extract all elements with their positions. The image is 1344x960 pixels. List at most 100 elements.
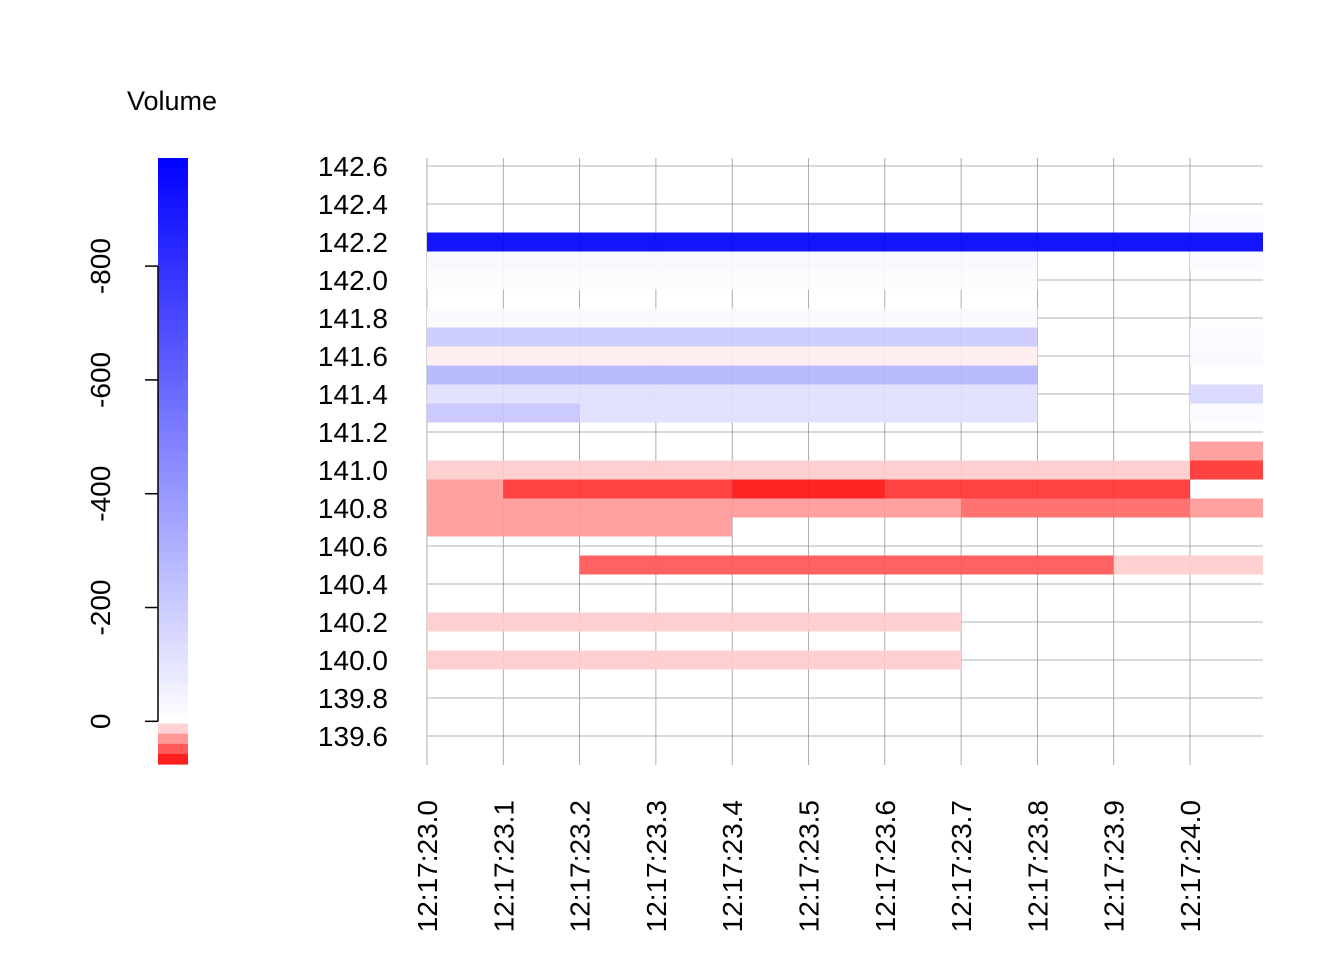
y-tick-label: 141.4 — [318, 379, 388, 410]
heatmap-cell — [1190, 251, 1263, 271]
legend-swatch — [158, 521, 188, 533]
legend-tick-label: -800 — [85, 238, 116, 294]
heatmap-cell — [1190, 460, 1263, 480]
legend-swatch — [158, 551, 188, 563]
heatmap-cell — [1190, 327, 1263, 347]
y-tick-label: 142.4 — [318, 189, 388, 220]
y-tick-label: 141.0 — [318, 455, 388, 486]
legend-swatch — [158, 572, 188, 583]
legend-swatch — [158, 178, 188, 189]
heatmap-cell — [427, 384, 1038, 404]
y-tick-label: 139.8 — [318, 683, 388, 714]
legend-swatch — [158, 733, 188, 745]
heatmap-cell — [427, 308, 1038, 328]
legend-swatch — [158, 541, 188, 553]
legend-axis: -800 -600 -400 -200 0 — [85, 238, 159, 730]
heatmap-cell — [427, 403, 580, 423]
legend-swatch — [158, 208, 188, 220]
heatmap-cell — [427, 650, 962, 670]
x-tick-label: 12:17:23.7 — [946, 800, 977, 932]
x-tick-label: 12:17:23.9 — [1099, 800, 1130, 932]
heatmap-cell — [1113, 555, 1263, 575]
legend-swatch — [158, 481, 188, 492]
heatmap-cell — [884, 479, 1190, 499]
heatmap-cell — [1190, 213, 1263, 233]
heatmap-cell — [427, 232, 1263, 252]
heatmap-cell — [427, 327, 1038, 347]
heatmap-cell — [427, 346, 1038, 366]
legend-swatch — [158, 612, 188, 624]
legend-color-bar — [158, 158, 188, 765]
heatmap-cell — [427, 460, 1190, 480]
legend-swatch — [158, 531, 188, 543]
legend-swatch — [158, 592, 188, 603]
y-tick-label: 142.6 — [318, 151, 388, 182]
legend-swatch — [158, 339, 188, 351]
heatmap-cell — [1190, 498, 1263, 518]
y-axis-tick-labels: 142.6 142.4 142.2 142.0 141.8 141.6 141.4 141.2… — [318, 151, 388, 752]
legend-swatch — [158, 602, 188, 614]
heatmap-cell — [1190, 384, 1263, 404]
legend-swatch — [158, 158, 188, 169]
legend-swatch — [158, 370, 188, 381]
legend-swatch — [158, 279, 188, 290]
legend-swatch — [158, 349, 188, 361]
x-tick-label: 12:17:23.5 — [794, 800, 825, 932]
legend-swatch — [158, 168, 188, 179]
x-tick-label: 12:17:23.3 — [641, 800, 672, 932]
x-tick-label: 12:17:23.0 — [412, 800, 443, 932]
heatmap-cell — [427, 479, 504, 499]
legend-title: Volume — [127, 86, 217, 116]
legend-swatch — [158, 420, 188, 432]
legend-swatch — [158, 218, 188, 230]
y-tick-label: 139.6 — [318, 721, 388, 752]
legend-swatch — [158, 743, 188, 755]
x-tick-label: 12:17:23.1 — [488, 800, 519, 932]
legend-swatch — [158, 248, 188, 260]
y-tick-label: 142.2 — [318, 227, 388, 258]
legend-swatch — [158, 440, 188, 452]
legend-swatch — [158, 471, 188, 482]
legend-swatch — [158, 632, 188, 644]
legend-swatch — [158, 461, 188, 472]
legend-swatch — [158, 663, 188, 674]
y-tick-label: 142.0 — [318, 265, 388, 296]
heatmap-cell — [1190, 346, 1263, 366]
legend-swatch — [158, 390, 188, 401]
x-tick-label: 12:17:23.6 — [870, 800, 901, 932]
y-tick-label: 140.6 — [318, 531, 388, 562]
y-tick-label: 140.4 — [318, 569, 388, 600]
legend-tick-label: 0 — [85, 714, 116, 730]
legend-swatch — [158, 238, 188, 250]
x-tick-label: 12:17:23.8 — [1022, 800, 1053, 932]
heatmap-cells — [427, 213, 1263, 670]
legend-swatch — [158, 723, 188, 735]
x-axis-tick-labels: 12:17:23.0 12:17:23.1 12:17:23.2 12:17:23.3… — [412, 800, 1206, 932]
heatmap-cell — [732, 479, 885, 499]
legend-swatch — [158, 753, 188, 765]
legend-swatch — [158, 400, 188, 412]
legend-swatch — [158, 269, 188, 280]
legend-swatch — [158, 673, 188, 684]
legend-swatch — [158, 309, 188, 321]
heatmap-cell — [732, 498, 962, 518]
legend-swatch — [158, 683, 188, 694]
legend-swatch — [158, 299, 188, 311]
x-tick-label: 12:17:24.0 — [1175, 800, 1206, 932]
legend-swatch — [158, 319, 188, 331]
legend-swatch — [158, 511, 188, 523]
legend-tick-label: -400 — [85, 466, 116, 522]
legend-swatch — [158, 198, 188, 210]
x-tick-label: 12:17:23.2 — [565, 800, 596, 932]
heatmap-cell — [427, 612, 962, 632]
legend-swatch — [158, 713, 188, 725]
legend-swatch — [158, 259, 188, 270]
y-tick-label: 141.8 — [318, 303, 388, 334]
legend-swatch — [158, 491, 188, 502]
legend-swatch — [158, 703, 188, 715]
heatmap-cell — [1190, 403, 1263, 423]
heatmap-cell — [503, 479, 733, 499]
x-tick-label: 12:17:23.4 — [717, 800, 748, 932]
legend-swatch — [158, 228, 188, 240]
legend-swatch — [158, 360, 188, 371]
